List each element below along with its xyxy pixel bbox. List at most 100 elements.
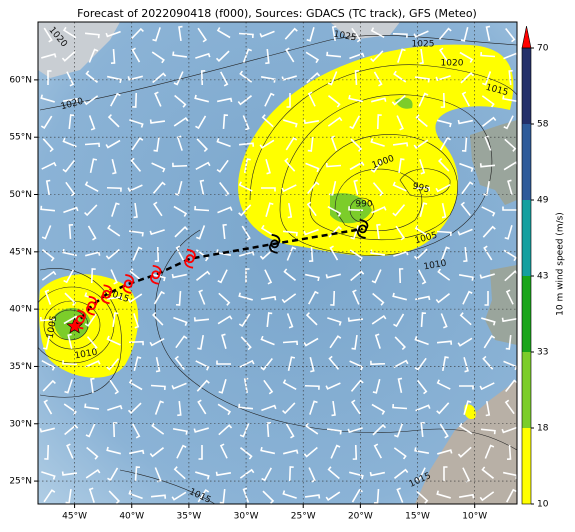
barb — [85, 423, 96, 438]
barb — [415, 114, 428, 128]
barb — [264, 92, 275, 107]
barb — [149, 338, 165, 347]
barb — [484, 135, 492, 151]
barb — [150, 384, 166, 391]
barb — [196, 225, 206, 240]
barb — [216, 360, 231, 365]
barb — [196, 138, 208, 153]
barb — [288, 466, 294, 482]
barb — [463, 400, 472, 415]
barb — [415, 404, 431, 412]
isobar-label: 1025 — [333, 30, 357, 44]
barb — [41, 360, 56, 371]
barb — [350, 399, 361, 415]
x-tick-label: 35°W — [176, 512, 201, 522]
barb — [354, 69, 360, 86]
barb — [84, 313, 97, 327]
barb — [217, 315, 233, 325]
barb — [111, 202, 120, 217]
barb — [133, 202, 138, 219]
barb — [64, 292, 77, 306]
barb — [458, 422, 473, 435]
barb — [481, 206, 496, 217]
barb — [128, 379, 143, 391]
barb — [178, 25, 183, 42]
barb — [106, 75, 122, 84]
barb — [197, 334, 205, 350]
barb — [414, 295, 431, 301]
barb — [238, 403, 254, 410]
barb — [483, 245, 493, 261]
barb — [261, 467, 272, 482]
barb — [237, 95, 253, 106]
barb — [88, 115, 96, 131]
barb — [371, 314, 387, 325]
barb — [220, 71, 229, 87]
barb — [281, 184, 297, 193]
barb — [218, 379, 227, 394]
barb — [153, 290, 165, 305]
barb — [65, 181, 76, 197]
storm-marker — [184, 248, 196, 269]
barb — [417, 379, 428, 395]
colorbar-extend — [521, 25, 532, 49]
barb — [218, 424, 233, 436]
barb — [112, 312, 119, 328]
barb — [127, 402, 142, 414]
y-tick-label: 40°N — [9, 305, 32, 315]
barb — [281, 293, 297, 304]
barb — [40, 94, 55, 103]
barb — [133, 313, 140, 329]
barb — [261, 404, 277, 412]
barb — [436, 340, 453, 345]
barb — [195, 249, 209, 262]
barb — [351, 488, 363, 503]
storm-marker — [268, 233, 281, 254]
barb — [217, 269, 228, 284]
barb — [239, 468, 255, 479]
barb — [329, 335, 342, 349]
barb — [107, 467, 119, 482]
barb — [481, 317, 496, 326]
barb — [240, 336, 252, 351]
barb — [283, 119, 298, 128]
barb — [327, 317, 342, 326]
barb — [348, 206, 364, 212]
barb — [43, 489, 56, 503]
barb — [306, 201, 317, 217]
barb — [420, 421, 425, 438]
barb — [44, 289, 52, 305]
barb — [172, 51, 188, 58]
barb — [393, 359, 409, 368]
barb — [479, 491, 495, 502]
barb — [151, 51, 165, 64]
barb — [457, 446, 472, 458]
barb — [260, 335, 275, 346]
barb — [106, 186, 122, 192]
barb — [482, 71, 492, 86]
barb — [285, 423, 295, 439]
barb — [306, 72, 321, 84]
barb — [326, 51, 342, 58]
barb — [330, 444, 341, 459]
y-tick-label: 45°N — [9, 247, 32, 257]
barb — [304, 494, 321, 499]
barb — [47, 70, 52, 85]
barb — [483, 334, 496, 349]
barb — [349, 249, 363, 262]
barb — [370, 159, 383, 173]
barb — [41, 53, 57, 59]
barb — [84, 403, 100, 410]
barb — [90, 377, 95, 394]
barb — [84, 181, 99, 192]
barb — [414, 447, 430, 455]
africa — [415, 380, 517, 504]
barb — [241, 225, 251, 241]
barb — [154, 246, 160, 262]
barb — [127, 75, 143, 81]
barb — [110, 92, 121, 107]
barb — [110, 269, 118, 285]
barb — [352, 289, 360, 305]
barb — [481, 95, 495, 108]
